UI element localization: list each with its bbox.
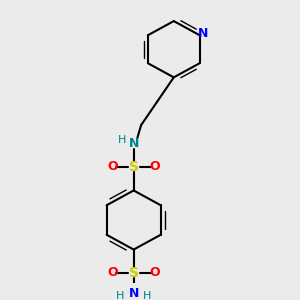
Text: O: O	[150, 160, 160, 173]
Text: N: N	[128, 137, 139, 150]
Text: O: O	[107, 160, 118, 173]
Text: O: O	[107, 266, 118, 279]
Text: O: O	[150, 266, 160, 279]
Text: H: H	[143, 291, 151, 300]
Text: N: N	[128, 287, 139, 300]
Text: S: S	[129, 160, 139, 174]
Text: H: H	[116, 291, 124, 300]
Text: S: S	[129, 266, 139, 280]
Text: H: H	[118, 135, 127, 145]
Text: N: N	[198, 27, 208, 40]
